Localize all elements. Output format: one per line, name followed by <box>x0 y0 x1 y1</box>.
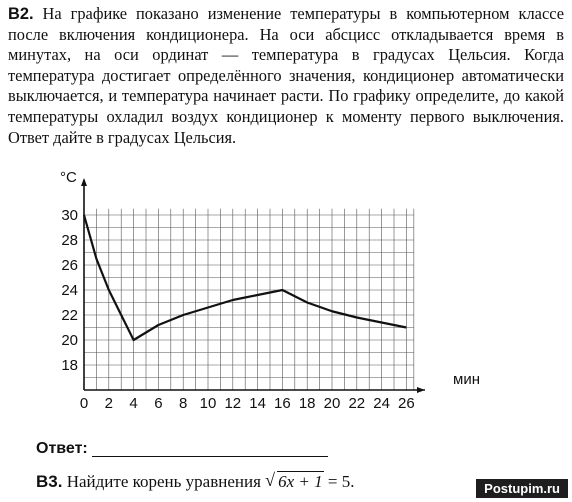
problem-b2: B2. На графике показано изменение темпер… <box>8 4 564 148</box>
problem-b3-number: B3. <box>36 472 63 491</box>
x-tick-label: 2 <box>105 395 113 412</box>
x-tick-label: 8 <box>179 395 187 412</box>
temperature-series-line <box>82 214 407 342</box>
answer-label: Ответ: <box>36 440 88 457</box>
answer-line <box>92 456 328 457</box>
y-tick-label: 30 <box>61 207 78 224</box>
x-tick-label: 4 <box>129 395 137 412</box>
radical-sign: √ <box>265 470 276 490</box>
problem-b3-text: Найдите корень уравнения <box>66 472 261 491</box>
x-tick-label: 0 <box>80 395 88 412</box>
x-tick-label: 22 <box>348 395 365 412</box>
x-tick-label: 20 <box>324 395 341 412</box>
problem-body: На графике показано изменение температур… <box>8 4 564 147</box>
problem-text: B2. На графике показано изменение темпер… <box>8 4 564 148</box>
watermark-logo: Postupim.ru <box>476 479 568 498</box>
x-axis-label: мин <box>453 371 480 388</box>
y-tick-label: 22 <box>61 307 78 324</box>
radicand: 6x + 1 <box>277 471 324 491</box>
x-axis-arrow <box>417 387 425 393</box>
x-tick-label: 14 <box>249 395 266 412</box>
y-tick-label: 24 <box>61 282 78 299</box>
problem-number: B2. <box>8 5 34 23</box>
problem-b3: B3. Найдите корень уравнения √ 6x + 1 = … <box>36 470 355 492</box>
x-tick-label: 18 <box>299 395 316 412</box>
sqrt-expression: √ 6x + 1 <box>265 470 324 492</box>
x-tick-label: 12 <box>224 395 241 412</box>
y-tick-label: 28 <box>61 232 78 249</box>
x-tick-label: 24 <box>373 395 390 412</box>
x-tick-label: 6 <box>154 395 162 412</box>
x-tick-label: 16 <box>274 395 291 412</box>
y-axis-arrow <box>81 178 87 186</box>
y-axis-label: °C <box>60 169 77 186</box>
x-tick-label: 26 <box>398 395 415 412</box>
y-tick-label: 20 <box>61 332 78 349</box>
y-tick-label: 26 <box>61 257 78 274</box>
y-tick-label: 18 <box>61 357 78 374</box>
equation-rhs: = 5. <box>323 472 355 491</box>
x-tick-label: 10 <box>200 395 217 412</box>
